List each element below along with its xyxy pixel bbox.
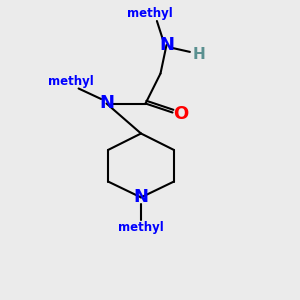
Text: N: N <box>99 94 114 112</box>
Text: methyl: methyl <box>127 7 173 20</box>
Text: O: O <box>173 105 188 123</box>
Text: N: N <box>159 36 174 54</box>
Text: N: N <box>134 188 148 206</box>
Text: methyl: methyl <box>48 74 93 88</box>
Text: H: H <box>193 47 206 62</box>
Text: methyl: methyl <box>118 221 164 235</box>
